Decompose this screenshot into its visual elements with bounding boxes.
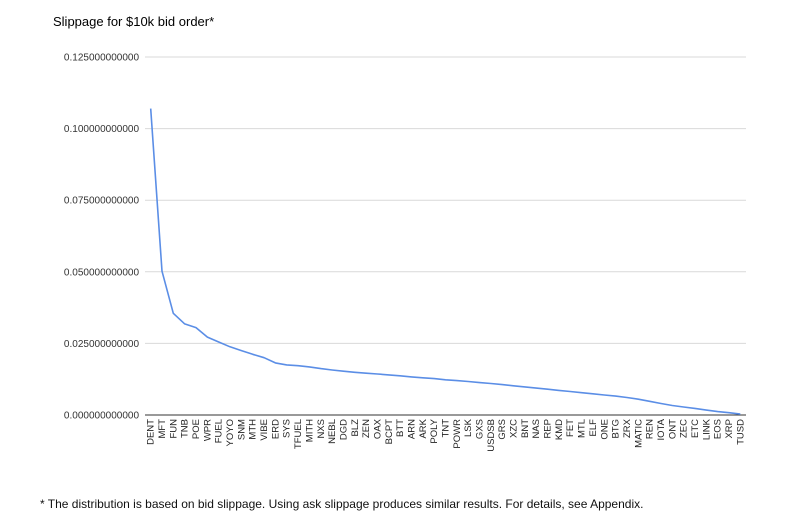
- x-tick-label: EOS: [713, 419, 724, 439]
- x-tick-label: ZEC: [679, 419, 690, 438]
- x-tick-label: ETC: [690, 419, 701, 438]
- x-tick-label: TNT: [441, 419, 452, 438]
- y-tick-label: 0.075000000000: [64, 196, 140, 207]
- x-tick-label: POWR: [452, 419, 463, 449]
- x-tick-label: GRS: [497, 419, 508, 440]
- x-tick-label: XZC: [509, 419, 520, 438]
- chart-title: Slippage for $10k bid order*: [53, 14, 214, 29]
- x-tick-label: TNB: [180, 419, 191, 438]
- gridlines: [145, 56, 746, 416]
- footnote: * The distribution is based on bid slipp…: [40, 497, 644, 511]
- x-tick-label: BLZ: [350, 419, 361, 437]
- x-tick-label: XRP: [724, 419, 735, 439]
- y-tick-label: 0.000000000000: [64, 411, 140, 422]
- x-tick-label: NXS: [316, 419, 327, 439]
- x-tick-label: ARN: [406, 419, 417, 439]
- x-tick-label: TFUEL: [293, 419, 304, 449]
- series-line: [149, 108, 741, 415]
- x-tick-label: ONE: [599, 419, 610, 440]
- x-tick-label: TUSD: [735, 419, 746, 445]
- x-tick-label: REP: [543, 419, 554, 439]
- x-tick-label: POLY: [429, 418, 440, 443]
- x-tick-label: BCPT: [384, 419, 395, 445]
- x-tick-label: SYS: [282, 419, 293, 438]
- x-axis-ticks: DENT MFT FUN TNB POE WPR FUEL YOYO SNM MTH VIBE ERD…: [146, 418, 747, 451]
- y-axis-ticks: 0.000000000000 0.025000000000 0.0500000000…: [64, 53, 140, 422]
- x-tick-label: SNM: [236, 419, 247, 440]
- x-tick-label: BTG: [611, 419, 622, 439]
- x-tick-label: ZEN: [361, 419, 372, 438]
- y-tick-label: 0.025000000000: [64, 339, 140, 350]
- x-tick-label: DENT: [146, 419, 157, 445]
- x-tick-label: KMD: [554, 419, 565, 440]
- x-tick-label: BTT: [395, 419, 406, 437]
- x-tick-label: NAS: [531, 419, 542, 439]
- x-tick-label: FUN: [168, 419, 179, 439]
- y-tick-label: 0.050000000000: [64, 267, 140, 278]
- x-tick-label: OAX: [372, 418, 383, 439]
- x-tick-label: ARK: [418, 418, 429, 438]
- x-tick-label: IOTA: [656, 418, 667, 440]
- series-layer: [149, 108, 741, 415]
- x-tick-label: USDSB: [486, 419, 497, 452]
- y-tick-label: 0.125000000000: [64, 53, 140, 64]
- x-tick-label: LINK: [701, 418, 712, 440]
- x-tick-label: MATIC: [633, 419, 644, 448]
- x-tick-label: REN: [645, 419, 656, 439]
- x-tick-label: DGD: [338, 419, 349, 440]
- x-tick-label: POE: [191, 419, 202, 439]
- x-tick-label: ERD: [270, 419, 281, 439]
- x-tick-label: MTH: [248, 419, 259, 440]
- x-tick-label: FUEL: [214, 419, 225, 443]
- x-tick-label: GXS: [475, 419, 486, 439]
- y-tick-label: 0.100000000000: [64, 124, 140, 135]
- x-tick-label: VIBE: [259, 419, 270, 441]
- x-tick-label: LSK: [463, 418, 474, 437]
- x-tick-label: MFT: [157, 419, 168, 439]
- x-tick-label: BNT: [520, 419, 531, 438]
- x-tick-label: FET: [565, 419, 576, 437]
- x-tick-label: ONT: [667, 419, 678, 439]
- x-tick-label: ELF: [588, 419, 599, 437]
- x-tick-label: MTL: [577, 419, 588, 438]
- x-tick-label: MITH: [304, 419, 315, 442]
- x-tick-label: YOYO: [225, 419, 236, 446]
- x-tick-label: WPR: [202, 419, 213, 441]
- x-tick-label: ZRX: [622, 418, 633, 438]
- x-tick-label: NEBL: [327, 419, 338, 444]
